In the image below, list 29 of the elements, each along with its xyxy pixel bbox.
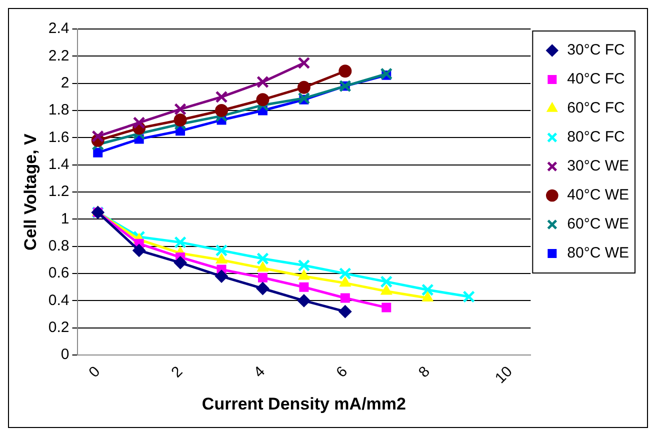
x-tick-label: 4 [250, 363, 268, 382]
legend-label: 40°C WE [567, 186, 630, 204]
x-tick-label: 8 [415, 363, 434, 382]
y-tick-label: 0.4 [48, 292, 70, 309]
legend-label: 60°C WE [567, 216, 630, 233]
x-tick-label: 0 [86, 363, 104, 382]
y-axis-title: Cell Voltage, V [20, 132, 40, 250]
y-tick-label: 1 [60, 210, 70, 228]
y-tick-label: 0.6 [48, 264, 70, 282]
y-tick-label: 0.8 [48, 238, 70, 255]
y-tick-label: 1.6 [48, 128, 70, 146]
x-tick-label: 10 [492, 363, 516, 387]
x-axis-title: Current Density mA/mm2 [202, 394, 406, 414]
legend-label: 30°C FC [567, 42, 625, 59]
y-tick-label: 2.4 [48, 20, 70, 38]
y-tick-label: 1.4 [48, 156, 70, 174]
y-tick-label: 0.2 [48, 319, 70, 336]
x-tick-label: 2 [168, 363, 186, 382]
legend-label: 40°C FC [567, 70, 625, 88]
y-tick-label: 2 [60, 74, 70, 92]
y-tick-label: 1.8 [48, 102, 70, 119]
y-tick-label: 0 [60, 346, 70, 364]
y-tick-label: 2.2 [48, 47, 70, 64]
legend-label: 80°C FC [567, 128, 625, 146]
legend-label: 60°C FC [567, 100, 625, 117]
x-tick-label: 6 [333, 363, 351, 382]
legend-label: 30°C WE [567, 158, 630, 175]
legend-label: 80°C WE [567, 244, 630, 262]
y-tick-label: 1.2 [48, 183, 70, 200]
